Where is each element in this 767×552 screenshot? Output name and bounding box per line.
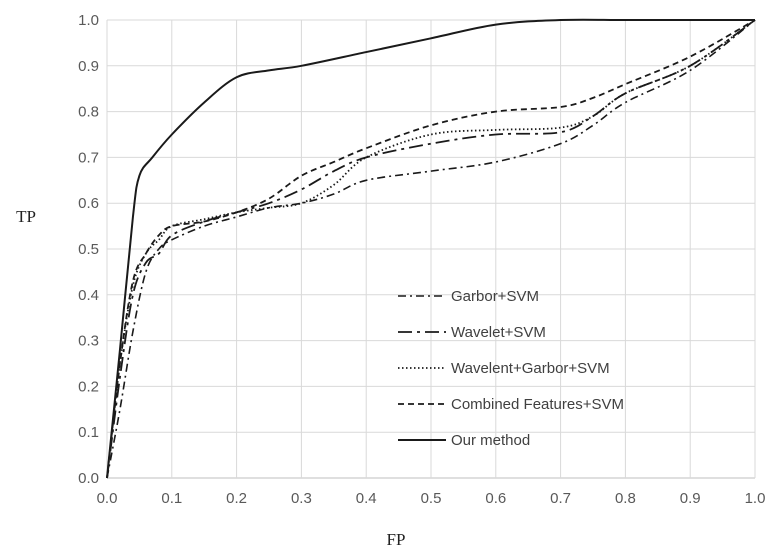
x-tick-label: 0.9	[680, 490, 701, 507]
legend-label: Garbor+SVM	[451, 288, 539, 305]
y-tick-label: 0.5	[78, 241, 99, 258]
y-tick-label: 0.1	[78, 424, 99, 441]
y-tick-label: 0.8	[78, 104, 99, 121]
x-tick-label: 1.0	[745, 490, 766, 507]
y-tick-label: 0.4	[78, 287, 99, 304]
x-tick-label: 0.7	[550, 490, 571, 507]
x-tick-label: 0.4	[356, 490, 377, 507]
y-tick-label: 0.7	[78, 149, 99, 166]
x-tick-label: 0.6	[485, 490, 506, 507]
series-line-combined-features-svm	[106, 19, 756, 479]
y-tick-label: 0.3	[78, 333, 99, 350]
series-lines	[106, 18, 756, 479]
series-line-garbor-svm	[106, 19, 756, 479]
y-tick-label: 1.0	[78, 12, 99, 29]
legend-item-combined-features-svm: Combined Features+SVM	[398, 396, 624, 413]
x-axis-title: FP	[387, 530, 406, 549]
x-tick-label: 0.0	[97, 490, 118, 507]
legend-item-garbor-svm: Garbor+SVM	[398, 288, 539, 305]
x-tick-label: 0.3	[291, 490, 312, 507]
legend-item-wavelent-garbor-svm: Wavelent+Garbor+SVM	[398, 360, 610, 377]
y-tick-label: 0.0	[78, 470, 99, 487]
legend-item-wavelet-svm: Wavelet+SVM	[398, 324, 546, 341]
legend-label: Combined Features+SVM	[451, 396, 624, 413]
legend-label: Wavelent+Garbor+SVM	[451, 360, 610, 377]
series-line-our-method	[106, 18, 755, 479]
x-tick-label: 0.2	[226, 490, 247, 507]
y-tick-label: 0.2	[78, 378, 99, 395]
x-tick-label: 0.1	[161, 490, 182, 507]
y-tick-label: 0.6	[78, 195, 99, 212]
y-axis-title: TP	[16, 207, 36, 226]
axes: 0.0 0.1 0.2 0.3 0.4 0.5 0.6 0.7 0.8 0.9 1.0 0.0 0.1 0…	[78, 12, 765, 507]
x-tick-label: 0.8	[615, 490, 636, 507]
x-tick-label: 0.5	[421, 490, 442, 507]
legend: Garbor+SVM Wavelet+SVM Wavelent+Garbor+SVM…	[398, 288, 624, 449]
gridlines	[106, 19, 756, 479]
legend-label: Our method	[451, 432, 530, 449]
y-tick-label: 0.9	[78, 58, 99, 75]
legend-label: Wavelet+SVM	[451, 324, 546, 341]
legend-item-our-method: Our method	[398, 432, 530, 449]
